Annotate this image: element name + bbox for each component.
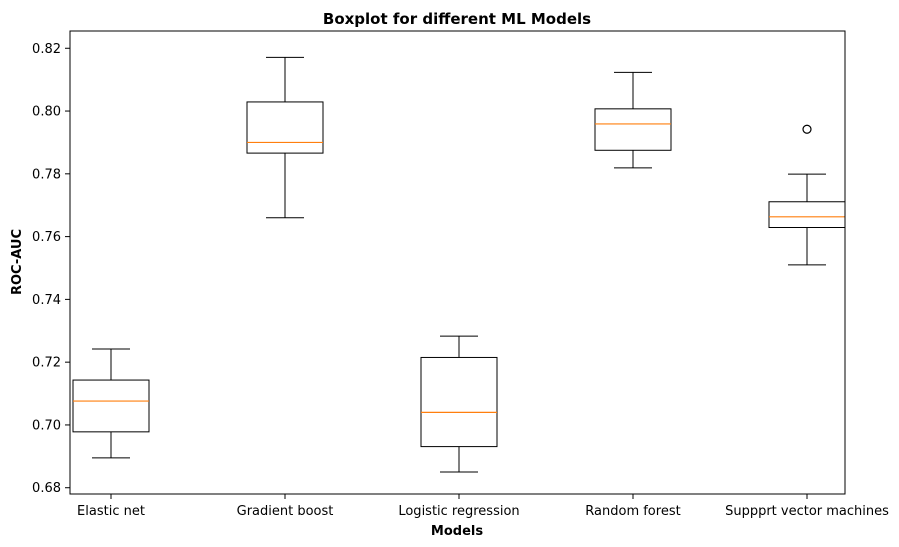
iqr-box <box>594 108 672 151</box>
x-tick-label: Random forest <box>585 504 680 519</box>
y-tick-label: 0.76 <box>32 230 61 245</box>
y-axis-label: ROC-AUC <box>10 229 25 295</box>
boxes-layer <box>72 56 846 473</box>
plot-frame <box>69 30 846 495</box>
iqr-box <box>420 356 498 448</box>
y-tick-label: 0.72 <box>32 356 61 371</box>
iqr-box <box>72 379 150 433</box>
x-axis: Elastic net Gradient boost Logistic regres… <box>77 494 889 519</box>
box-elastic-net <box>72 348 150 459</box>
y-axis: 0.68 0.70 0.72 0.74 0.76 0.78 0.80 0.82 <box>32 42 70 496</box>
outlier-point <box>802 124 812 134</box>
y-tick-label: 0.80 <box>32 105 61 120</box>
box-suppprt-vector-machines <box>768 124 846 266</box>
x-tick-label: Gradient boost <box>237 504 334 519</box>
box-random-forest <box>594 71 672 169</box>
y-tick-label: 0.82 <box>32 42 61 57</box>
chart-title: Boxplot for different ML Models <box>323 10 591 28</box>
y-tick-label: 0.78 <box>32 167 61 182</box>
x-tick-label: Logistic regression <box>398 504 519 519</box>
box-logistic-regression <box>420 335 498 473</box>
y-tick-label: 0.68 <box>32 481 61 496</box>
x-tick-label: Elastic net <box>77 504 145 519</box>
x-axis-label: Models <box>431 524 483 539</box>
iqr-box <box>768 201 846 229</box>
y-tick-label: 0.70 <box>32 418 61 433</box>
y-tick-label: 0.74 <box>32 293 61 308</box>
iqr-box <box>246 101 324 154</box>
box-gradient-boost <box>246 56 324 219</box>
x-tick-label: Suppprt vector machines <box>725 504 889 519</box>
